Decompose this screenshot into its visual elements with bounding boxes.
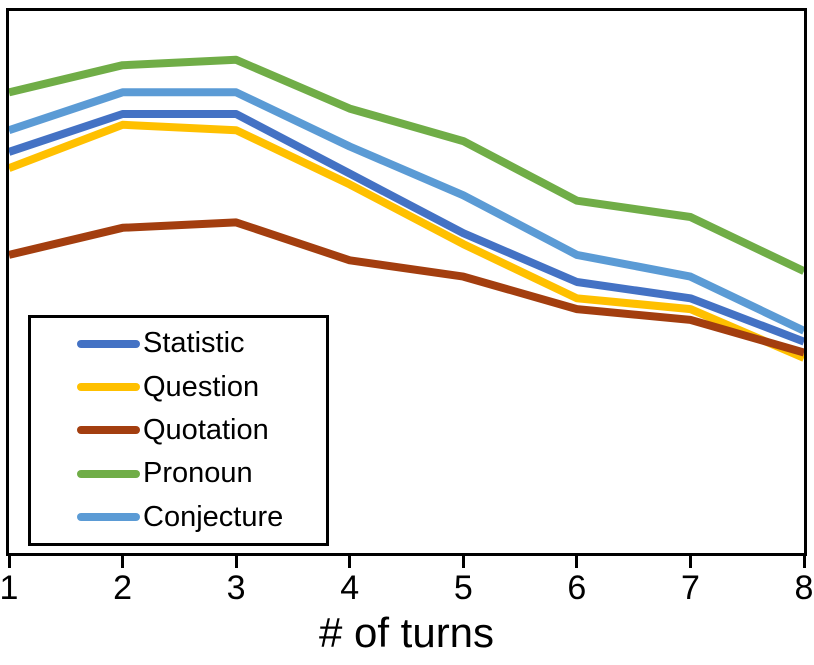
- x-tick: [802, 553, 806, 568]
- series-line-quotation: [9, 218, 804, 357]
- legend-label: Pronoun: [143, 457, 253, 490]
- x-tick-label: 5: [453, 569, 473, 607]
- x-tick: [7, 553, 11, 568]
- x-tick: [348, 553, 352, 568]
- legend-swatch-question: [77, 383, 140, 392]
- legend-swatch-conjecture: [77, 513, 140, 522]
- legend-label: Statistic: [143, 327, 245, 360]
- series-line-pronoun: [9, 55, 804, 275]
- legend-label: Conjecture: [143, 500, 284, 533]
- x-tick: [688, 553, 692, 568]
- legend-item: Conjecture: [77, 500, 326, 533]
- legend-item: Statistic: [77, 329, 326, 358]
- legend-item: Quotation: [77, 413, 326, 446]
- line-series-canvas: [9, 55, 804, 362]
- x-tick: [121, 553, 125, 568]
- legend-swatch-quotation: [77, 426, 140, 435]
- x-tick-label: 6: [567, 569, 587, 607]
- x-tick: [234, 553, 238, 568]
- legend-swatch-statistic: [77, 339, 140, 348]
- x-tick: [461, 553, 465, 568]
- x-axis-title: # of turns: [318, 609, 495, 656]
- x-tick: [575, 553, 579, 568]
- series-line-question: [9, 120, 804, 362]
- x-tick-label: 7: [680, 569, 700, 607]
- legend: Statistic Question Quotation Pronoun Con…: [28, 315, 329, 546]
- x-tick-label: 2: [113, 569, 133, 607]
- legend-label: Quotation: [143, 413, 269, 446]
- legend-item: Pronoun: [77, 459, 326, 488]
- x-tick-label: 8: [794, 569, 814, 607]
- legend-label: Question: [143, 370, 260, 403]
- legend-item: Question: [77, 370, 326, 403]
- x-tick-label: 1: [0, 569, 19, 607]
- x-tick-label: 3: [226, 569, 246, 607]
- x-tick-label: 4: [340, 569, 360, 607]
- legend-swatch-pronoun: [77, 469, 140, 478]
- series-line-conjecture: [9, 88, 804, 335]
- series-line-statistic: [9, 110, 804, 346]
